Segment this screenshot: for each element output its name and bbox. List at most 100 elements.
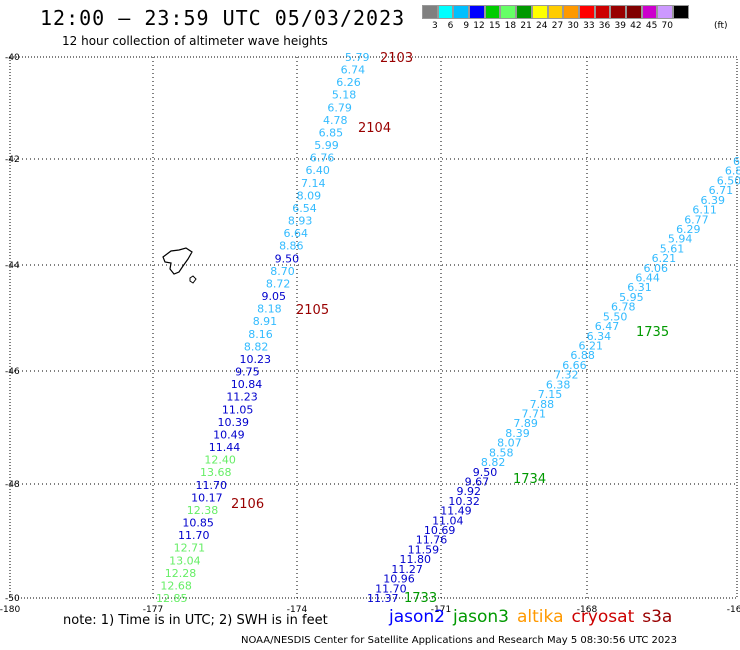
data-point-label: 6.11 — [692, 204, 717, 217]
y-tick-label: -40 — [5, 53, 20, 63]
color-scale-label: 33 — [583, 21, 595, 31]
color-scale-label: 45 — [645, 21, 658, 31]
color-scale-cell — [422, 5, 438, 19]
data-point-label: 8.09 — [297, 189, 322, 202]
color-scale-label: 39 — [614, 21, 626, 31]
data-point-label: 6.47 — [595, 320, 620, 333]
data-point-label: 7.71 — [522, 407, 547, 420]
color-scale-label: 3 — [431, 21, 438, 31]
color-scale-cell — [484, 5, 501, 19]
data-point-label: 8.18 — [257, 303, 282, 316]
data-point-label: 6.50 — [717, 174, 740, 187]
data-point-label: 6. — [733, 155, 740, 168]
data-point-label: 6.34 — [587, 330, 612, 343]
data-point-label: 11.04 — [432, 514, 464, 527]
x-tick-label: -174 — [287, 605, 308, 615]
color-scale-cell — [578, 5, 595, 19]
data-point-label: 11.49 — [440, 505, 472, 518]
color-scale-cell — [563, 5, 579, 19]
data-point-label: 6.38 — [546, 378, 571, 391]
data-point-label: 6.21 — [578, 340, 603, 353]
data-point-label: 8.86 — [279, 240, 304, 253]
color-scale-label: 30 — [567, 21, 579, 31]
time-label: 2105 — [296, 303, 329, 318]
data-point-label: 4.78 — [323, 114, 348, 127]
data-point-label: 11.76 — [416, 534, 448, 547]
data-point-label: 8.58 — [489, 446, 514, 459]
data-point-label: 6.77 — [684, 213, 709, 226]
time-label: 2106 — [231, 497, 264, 512]
data-point-label: 7.89 — [513, 417, 538, 430]
color-scale-cell — [547, 5, 564, 19]
data-point-label: 10.23 — [240, 353, 272, 366]
x-tick-label: -177 — [143, 605, 163, 615]
data-point-label: 6.88 — [570, 349, 595, 362]
x-tick-label: -180 — [0, 605, 20, 615]
data-point-label: 6.21 — [652, 252, 677, 265]
color-scale-cell — [469, 5, 485, 19]
color-scale-label: 12 — [473, 21, 485, 31]
data-point-label: 5.18 — [332, 89, 357, 102]
plot-axes: -180 -177 -174 -171 -168 -165 -40 -42 -44 -46 -48 -… — [0, 53, 740, 615]
legend-entry-jason2: jason2 — [389, 607, 445, 627]
data-point-label: 10.96 — [383, 573, 415, 586]
data-point-label: 10.32 — [448, 495, 480, 508]
color-scale-cell — [610, 5, 626, 19]
data-point-label: 10.84 — [231, 378, 263, 391]
data-point-label: 8.16 — [248, 328, 272, 341]
data-point-label: 9.05 — [261, 290, 286, 303]
data-point-label: 11.70 — [375, 582, 407, 595]
data-point-label: 10.49 — [213, 428, 245, 441]
data-point-label: 5.99 — [314, 139, 339, 152]
data-point-label: 6.31 — [627, 281, 652, 294]
data-point-label: 6.64 — [283, 227, 308, 240]
legend-entry-cryosat: cryosat — [571, 607, 635, 627]
data-point-label: 8.82 — [244, 340, 269, 353]
data-point-label: 7.15 — [538, 388, 563, 401]
data-point-label: 6.74 — [341, 64, 366, 77]
data-point-label: 6.66 — [562, 359, 587, 372]
color-scale-cell — [625, 5, 642, 19]
color-scale-label: 24 — [536, 21, 548, 31]
color-scale-cell — [673, 5, 689, 19]
y-tick-label: -46 — [5, 367, 20, 377]
data-point-label: 10.39 — [218, 416, 250, 429]
plot-marks: 5.796.746.265.186.794.786.855.996.766.40… — [156, 51, 740, 606]
plot-grid — [10, 57, 737, 598]
time-label: 1733 — [404, 591, 437, 606]
data-point-label: 11.05 — [222, 403, 254, 416]
footnote: note: 1) Time is in UTC; 2) SWH is in fe… — [63, 613, 328, 628]
color-scale-labels: 3 6 9 12 15 18 21 24 27 30 33 36 39 42 45 70 — [422, 21, 673, 31]
data-point-label: 11.27 — [391, 563, 423, 576]
data-point-label: 11.37 — [367, 592, 399, 605]
color-scale-label: 42 — [630, 21, 642, 31]
data-point-label: 8.70 — [270, 265, 295, 278]
data-point-label: 8.07 — [497, 437, 521, 450]
color-scale-cell — [437, 5, 454, 19]
data-point-label: 11.80 — [400, 553, 432, 566]
data-point-label: 6.06 — [644, 262, 669, 275]
color-scale-bar — [422, 5, 689, 19]
data-point-label: 11.59 — [408, 543, 440, 556]
data-point-label: 6.44 — [635, 272, 660, 285]
color-scale-cell — [453, 5, 470, 19]
y-tick-label: -48 — [5, 480, 20, 490]
color-scale-label: 21 — [520, 21, 532, 31]
data-point-label: 5.95 — [619, 291, 644, 304]
legend-entry-jason3: jason3 — [453, 607, 509, 627]
data-point-label: 12.85 — [156, 592, 188, 605]
data-point-label: 9.92 — [456, 485, 481, 498]
data-point-label: 7.14 — [301, 177, 326, 190]
data-point-label: 9.50 — [473, 466, 498, 479]
color-scale-cell — [500, 5, 517, 19]
data-point-label: 12.28 — [165, 567, 197, 580]
data-point-label: 6.54 — [292, 202, 317, 215]
island-outline — [162, 247, 197, 284]
data-point-label: 5.50 — [603, 310, 628, 323]
data-point-label: 12.40 — [204, 454, 236, 467]
x-tick-label: -171 — [431, 605, 451, 615]
data-point-label: 8.72 — [266, 277, 291, 290]
data-point-label: 10.17 — [191, 491, 223, 504]
data-point-label: 8.82 — [481, 456, 506, 469]
